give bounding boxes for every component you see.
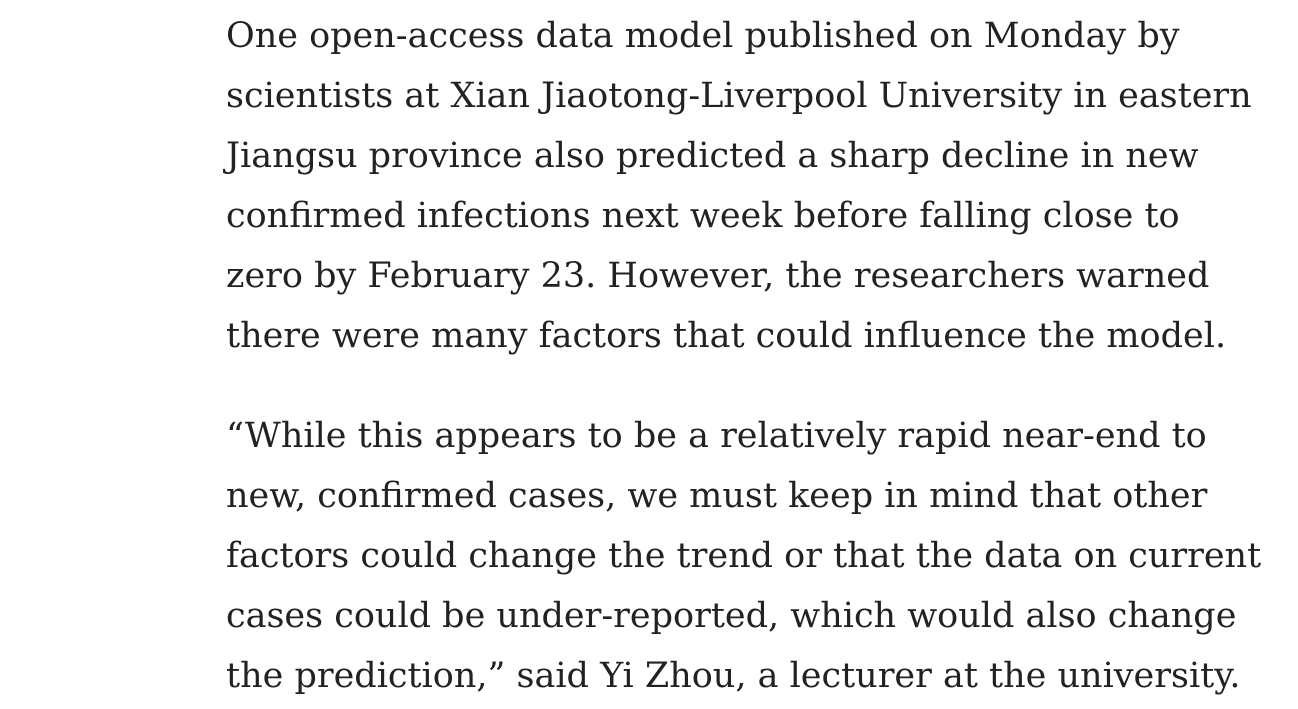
paragraph-line: scientists at Xian Jiaotong-Liverpool Un… [226, 76, 1252, 116]
paragraph-line: there were many factors that could influ… [226, 316, 1227, 356]
paragraph-line: the prediction,” said Yi Zhou, a lecture… [226, 656, 1241, 696]
paragraph-line: “While this appears to be a relatively r… [226, 416, 1207, 456]
paragraph-line: factors could change the trend or that t… [226, 536, 1262, 576]
paragraph-line: confirmed infections next week before fa… [226, 196, 1180, 236]
article-body: One open-access data model published on … [226, 6, 1286, 706]
article-paragraph: One open-access data model published on … [226, 6, 1286, 366]
paragraph-line: Jiangsu province also predicted a sharp … [226, 136, 1199, 176]
quote-paragraph: “While this appears to be a relatively r… [226, 406, 1286, 706]
paragraph-line: One open-access data model published on … [226, 16, 1180, 56]
paragraph-line: cases could be under-reported, which wou… [226, 596, 1237, 636]
paragraph-line: zero by February 23. However, the resear… [226, 256, 1210, 296]
paragraph-line: new, confirmed cases, we must keep in mi… [226, 476, 1208, 516]
